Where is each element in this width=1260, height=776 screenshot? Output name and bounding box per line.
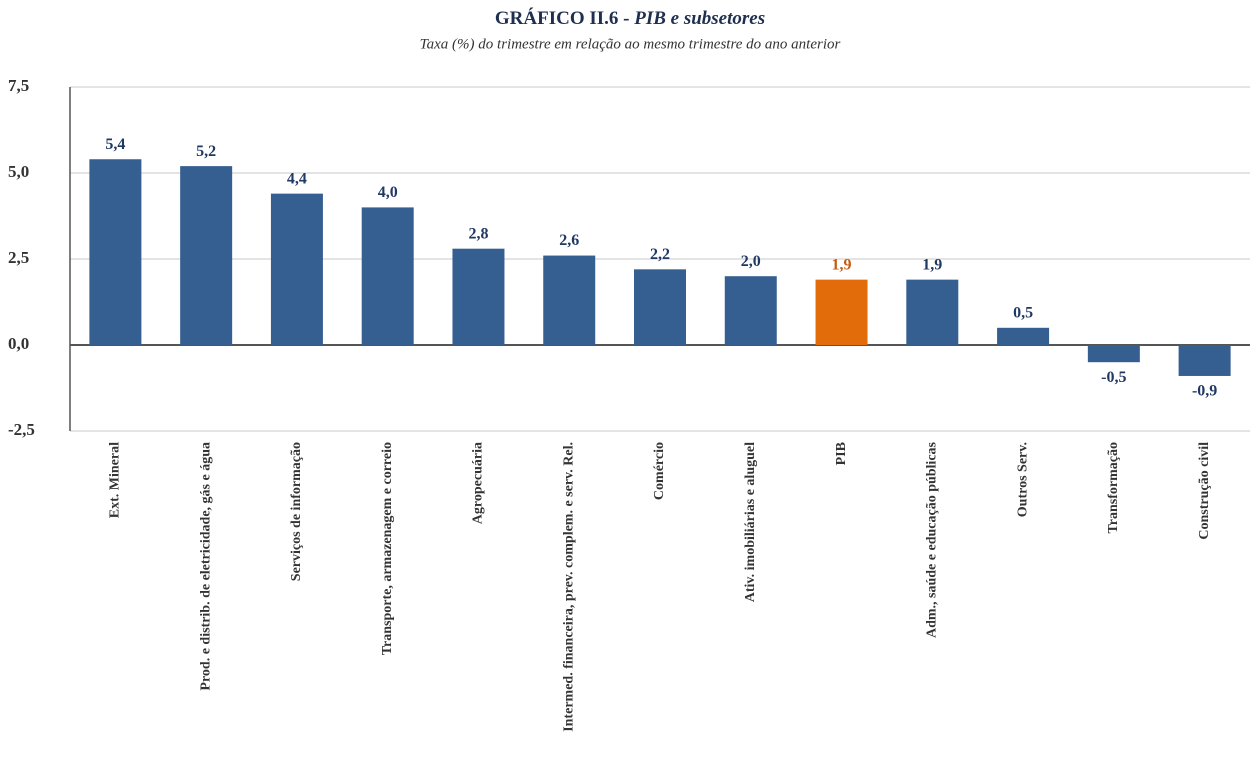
y-tick-label: 7,5 — [8, 76, 29, 95]
x-tick-label: Adm., saúde e educação públicas — [925, 441, 940, 638]
y-tick-label: 5,0 — [8, 162, 29, 181]
bar — [906, 279, 959, 345]
value-label: 1,9 — [922, 256, 942, 273]
x-tick-label: Ativ. imobiliárias e aluguel — [743, 442, 758, 602]
bar — [361, 207, 414, 345]
bar — [1178, 345, 1231, 376]
title-emphasis: PIB e subsetores — [633, 8, 765, 29]
y-tick-label: 0,0 — [8, 334, 29, 353]
x-tick-label: Prod. e distrib. de eletricidade, gás e … — [198, 442, 213, 691]
x-tick-label: Serviços de informação — [289, 442, 304, 581]
title-prefix: GRÁFICO II.6 - — [495, 7, 634, 29]
x-tick-label: Outros Serv. — [1015, 442, 1030, 517]
x-tick-label: Agropecuária — [471, 442, 486, 524]
bar — [634, 269, 686, 345]
value-label: 0,5 — [1013, 304, 1033, 321]
value-label: 2,2 — [650, 246, 670, 263]
value-label: 2,6 — [559, 232, 579, 249]
x-tick-label: Construção civil — [1197, 442, 1212, 540]
x-tick-label: Ext. Mineral — [108, 442, 123, 518]
x-tick-label: Intermed. financeira, prev. complem. e s… — [561, 442, 576, 732]
bar — [270, 193, 323, 345]
y-tick-label: 2,5 — [8, 248, 29, 267]
chart-title: GRÁFICO II.6 - PIB e subsetores — [495, 7, 765, 29]
bar — [180, 166, 233, 345]
value-label: 4,4 — [287, 170, 307, 187]
value-label: 5,2 — [196, 143, 216, 160]
bar — [1087, 345, 1140, 363]
x-tick-label: Transporte, armazenagem e correio — [380, 442, 395, 655]
chart-subtitle: Taxa (%) do trimestre em relação ao mesm… — [420, 36, 841, 52]
bar — [815, 279, 868, 345]
value-label: -0,9 — [1192, 383, 1217, 400]
value-label: 2,0 — [741, 253, 761, 270]
bar — [89, 159, 142, 345]
value-label: 4,0 — [378, 184, 398, 201]
value-label: 2,8 — [468, 225, 488, 242]
bar — [543, 255, 596, 345]
value-label: -0,5 — [1101, 369, 1126, 386]
bar — [724, 276, 777, 345]
value-label: 1,9 — [832, 256, 852, 273]
value-label: 5,4 — [105, 136, 125, 153]
y-tick-label: -2,5 — [8, 420, 35, 439]
bar — [997, 327, 1050, 345]
bar — [452, 248, 505, 345]
x-tick-label: PIB — [834, 442, 849, 465]
x-tick-label: Transformação — [1106, 442, 1121, 534]
x-tick-label: Comércio — [652, 442, 667, 500]
